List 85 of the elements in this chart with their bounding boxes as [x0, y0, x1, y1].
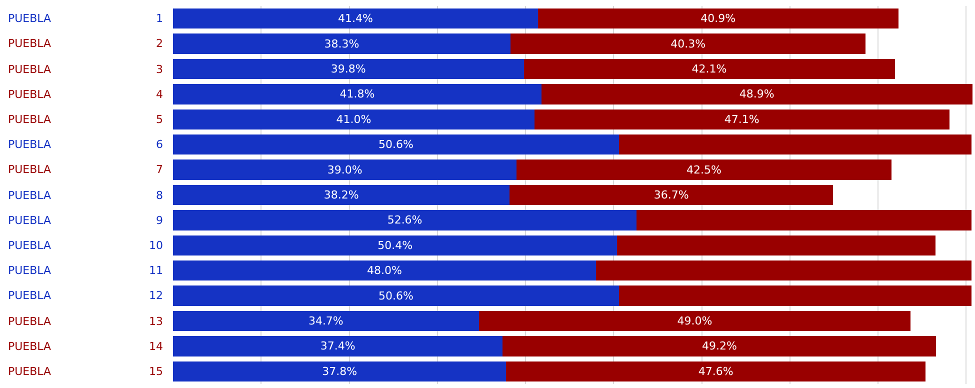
data-label: 49.0% — [677, 314, 712, 328]
y2-tick-label: 12 — [149, 289, 163, 302]
y2-tick-label: 15 — [149, 365, 163, 378]
bar — [636, 210, 972, 230]
bar — [173, 336, 503, 356]
y-tick-label: PUEBLA — [8, 12, 52, 25]
y-tick-label: PUEBLA — [8, 264, 52, 277]
bar — [618, 286, 972, 306]
bar — [506, 361, 926, 382]
data-label: 48.0% — [367, 264, 402, 278]
bar — [618, 134, 972, 155]
data-label: 40.9% — [700, 12, 736, 26]
y-tick-label: PUEBLA — [8, 113, 52, 126]
bar — [173, 160, 517, 180]
data-label: 36.7% — [654, 188, 689, 202]
bar — [173, 361, 506, 382]
y-tick-label: PUEBLA — [8, 239, 52, 252]
y2-tick-label: 10 — [149, 239, 163, 252]
bar — [173, 109, 534, 130]
y-tick-label: PUEBLA — [8, 289, 52, 302]
data-label: 39.8% — [330, 62, 366, 76]
data-label: 40.3% — [670, 37, 706, 50]
bar — [617, 235, 936, 256]
bar — [534, 109, 950, 130]
bar — [516, 160, 892, 180]
data-label: 38.3% — [324, 37, 360, 50]
y-tick-label: PUEBLA — [8, 340, 52, 353]
bar — [173, 310, 479, 332]
y2-tick-label: 13 — [149, 315, 163, 328]
bar — [502, 336, 936, 356]
y2-tick-label: 11 — [149, 264, 163, 277]
y2-tick-label: 7 — [156, 163, 163, 176]
data-label: 37.4% — [320, 340, 356, 353]
bar — [524, 58, 895, 80]
bar — [173, 84, 542, 104]
y-tick-label: PUEBLA — [8, 88, 52, 101]
bar — [173, 235, 618, 256]
data-label: 41.8% — [340, 88, 375, 101]
bar — [173, 286, 619, 306]
y-tick-label: PUEBLA — [8, 189, 52, 202]
bar — [173, 34, 511, 54]
y-tick-label: PUEBLA — [8, 138, 52, 151]
bar — [538, 8, 898, 29]
bar — [173, 8, 538, 29]
data-label: 42.5% — [686, 163, 722, 176]
y2-tick-label: 1 — [156, 12, 163, 25]
data-label: 38.2% — [324, 188, 359, 202]
data-label: 47.1% — [724, 112, 760, 126]
data-label: 50.6% — [378, 289, 414, 302]
y2-tick-label: 2 — [156, 37, 163, 50]
y2-tick-label: 8 — [156, 189, 163, 202]
bar — [510, 184, 834, 206]
bar — [478, 310, 911, 332]
y-tick-label: PUEBLA — [8, 37, 52, 50]
data-label: 34.7% — [308, 314, 344, 328]
bar — [173, 58, 524, 80]
bar — [173, 260, 596, 281]
data-label: 39.0% — [327, 163, 362, 176]
bar — [541, 84, 972, 104]
data-label: 52.6% — [387, 214, 422, 227]
bar — [173, 134, 619, 155]
data-label: 41.0% — [336, 112, 372, 126]
y2-tick-label: 14 — [149, 340, 163, 353]
data-label: 49.2% — [702, 340, 737, 353]
data-label: 48.9% — [739, 88, 774, 101]
data-label: 50.4% — [378, 238, 413, 252]
y2-tick-label: 9 — [156, 214, 163, 227]
y2-tick-label: 5 — [156, 113, 163, 126]
y2-tick-label: 4 — [156, 88, 163, 101]
data-label: 37.8% — [322, 364, 358, 378]
y-tick-label: PUEBLA — [8, 214, 52, 227]
data-label: 47.6% — [698, 364, 734, 378]
data-label: 41.4% — [338, 12, 373, 26]
y-tick-label: PUEBLA — [8, 365, 52, 378]
bar — [510, 34, 866, 54]
bar — [173, 184, 510, 206]
bar — [173, 210, 637, 230]
y2-tick-label: 6 — [156, 138, 163, 151]
data-label: 50.6% — [378, 138, 414, 152]
y-tick-label: PUEBLA — [8, 315, 52, 328]
y2-tick-label: 3 — [156, 63, 163, 76]
y-tick-label: PUEBLA — [8, 63, 52, 76]
data-label: 42.1% — [692, 62, 727, 76]
bar — [596, 260, 972, 281]
y-tick-label: PUEBLA — [8, 163, 52, 176]
